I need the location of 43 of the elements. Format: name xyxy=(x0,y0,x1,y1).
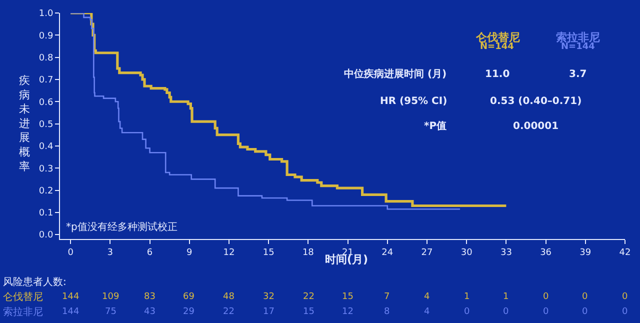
y-tick-label: 0.0 xyxy=(38,230,54,241)
y-tick-label: 0.6 xyxy=(38,98,54,108)
annotation: *P值 xyxy=(424,120,447,132)
annotation: 3.7 xyxy=(569,69,587,80)
text: 144 109 83 69 48 32 22 15 7 4 1 1 0 0 0 xyxy=(62,292,628,302)
x-tick-label: 33 xyxy=(500,248,512,258)
y-tick-label: 0.9 xyxy=(38,31,54,42)
y-tick-label: 0.5 xyxy=(38,120,54,130)
annotation: 中位疾病进展时间 (月) xyxy=(344,68,447,80)
x-tick-label: 36 xyxy=(540,248,552,258)
y-tick-label: 0.1 xyxy=(38,208,54,219)
x-tick-label: 12 xyxy=(223,248,235,258)
x-tick-label: 6 xyxy=(146,248,153,258)
x-tick-label: 0 xyxy=(68,248,74,258)
annotation: 0.00001 xyxy=(513,121,559,132)
text: 索拉非尼 xyxy=(556,31,600,44)
text: 仑伐替尼 xyxy=(3,292,43,303)
annotation: 0.53 (0.40–0.71) xyxy=(490,96,582,107)
x-tick-label: 39 xyxy=(580,248,592,258)
y-tick-label: 0.4 xyxy=(38,142,54,152)
text: 风险患者人数: xyxy=(3,276,66,288)
x-tick-label: 42 xyxy=(619,248,631,258)
annotation: *p值没有经多种测试校正 xyxy=(66,221,178,233)
annotation: N=144 xyxy=(480,42,514,52)
x-tick-label: 9 xyxy=(186,248,193,258)
y-tick-label: 0.8 xyxy=(38,53,54,64)
x-tick-label: 30 xyxy=(460,248,473,258)
annotation: N=144 xyxy=(561,42,595,52)
annotation: HR (95% CI) xyxy=(380,96,448,107)
y-tick-label: 0.7 xyxy=(38,76,54,86)
text: 144 75 43 29 22 17 15 12 8 4 0 0 0 0 0 xyxy=(62,307,628,317)
y-tick-label: 0.3 xyxy=(38,164,54,174)
x-tick-label: 15 xyxy=(262,248,274,258)
y-axis-title: 疾病未进展概率 xyxy=(19,74,30,173)
annotation: 11.0 xyxy=(485,69,510,80)
text: 仑伐替尼 xyxy=(475,31,520,44)
x-tick-label: 27 xyxy=(421,248,433,258)
y-tick-label: 0.2 xyxy=(38,186,54,196)
text: 索拉非尼 xyxy=(3,306,43,318)
x-tick-label: 24 xyxy=(382,248,394,258)
y-tick-label: 1.0 xyxy=(38,9,54,20)
x-tick-label: 18 xyxy=(302,248,314,258)
x-tick-label: 3 xyxy=(107,248,114,258)
